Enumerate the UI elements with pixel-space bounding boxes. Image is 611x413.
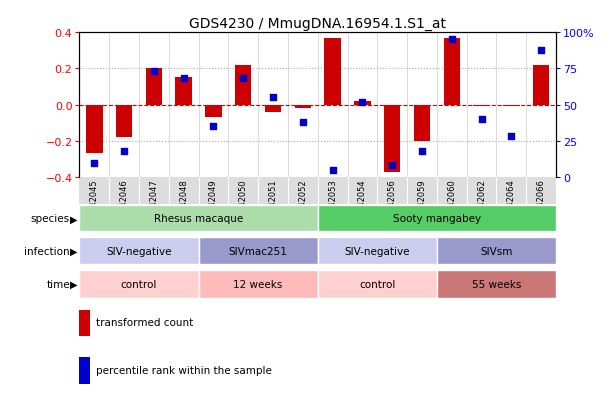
Text: percentile rank within the sample: percentile rank within the sample [96,365,272,375]
Text: GSM742054: GSM742054 [358,179,367,230]
Bar [79,237,199,265]
Text: SIVmac251: SIVmac251 [229,246,288,256]
Text: GSM742051: GSM742051 [269,179,277,230]
Text: time: time [46,279,70,289]
Point [447,37,456,44]
Text: GSM742048: GSM742048 [179,179,188,230]
Bar [437,237,556,265]
Point [119,148,129,155]
Point [327,167,337,173]
Point [298,119,308,126]
Text: GSM742049: GSM742049 [209,179,218,230]
Point [238,76,248,83]
Bar [79,357,90,384]
Title: GDS4230 / MmugDNA.16954.1.S1_at: GDS4230 / MmugDNA.16954.1.S1_at [189,17,446,31]
Bar [384,105,400,172]
Text: SIV-negative: SIV-negative [345,246,410,256]
Bar [86,105,103,154]
Text: SIVsm: SIVsm [480,246,513,256]
Text: GSM742046: GSM742046 [120,179,128,230]
Point [89,160,99,166]
Point [507,134,516,140]
Text: ▶: ▶ [70,246,77,256]
Text: 55 weeks: 55 weeks [472,279,521,289]
Point [417,148,427,155]
Bar [295,105,311,109]
Bar [145,69,162,105]
Text: species: species [31,214,70,224]
Bar [318,206,556,232]
Bar [354,102,371,105]
Bar [116,105,133,138]
Bar [414,105,430,142]
Text: Sooty mangabey: Sooty mangabey [393,214,481,224]
Point [179,76,189,83]
Text: GSM742047: GSM742047 [150,179,158,230]
Bar [437,270,556,298]
Bar [318,237,437,265]
Text: infection: infection [24,246,70,256]
Text: SIV-negative: SIV-negative [106,246,172,256]
Point [268,95,278,102]
Text: control: control [121,279,157,289]
Bar [265,105,281,113]
Text: transformed count: transformed count [96,318,193,328]
Bar [175,78,192,105]
Point [208,124,218,131]
Text: GSM742059: GSM742059 [417,179,426,230]
Text: Rhesus macaque: Rhesus macaque [154,214,243,224]
Bar [533,66,549,105]
Text: GSM742056: GSM742056 [388,179,397,230]
Bar [444,38,460,105]
Point [387,163,397,169]
Text: GSM742053: GSM742053 [328,179,337,230]
Text: GSM742062: GSM742062 [477,179,486,230]
Bar [324,38,341,105]
Bar [205,105,222,118]
Text: GSM742064: GSM742064 [507,179,516,230]
Point [149,69,159,75]
Bar [199,270,318,298]
Text: 12 weeks: 12 weeks [233,279,283,289]
Text: GSM742052: GSM742052 [298,179,307,230]
Text: ▶: ▶ [70,214,77,224]
Text: GSM742066: GSM742066 [536,179,546,230]
Bar [79,206,318,232]
Text: ▶: ▶ [70,279,77,289]
Bar [474,105,490,107]
Point [536,47,546,54]
Bar [503,105,519,107]
Bar [79,270,199,298]
Text: GSM742045: GSM742045 [90,179,99,230]
Bar [79,310,90,336]
Text: GSM742060: GSM742060 [447,179,456,230]
Bar [199,237,318,265]
Bar [318,270,437,298]
Text: control: control [359,279,395,289]
Point [477,116,486,123]
Point [357,99,367,106]
Bar [235,66,252,105]
Text: GSM742050: GSM742050 [239,179,247,230]
